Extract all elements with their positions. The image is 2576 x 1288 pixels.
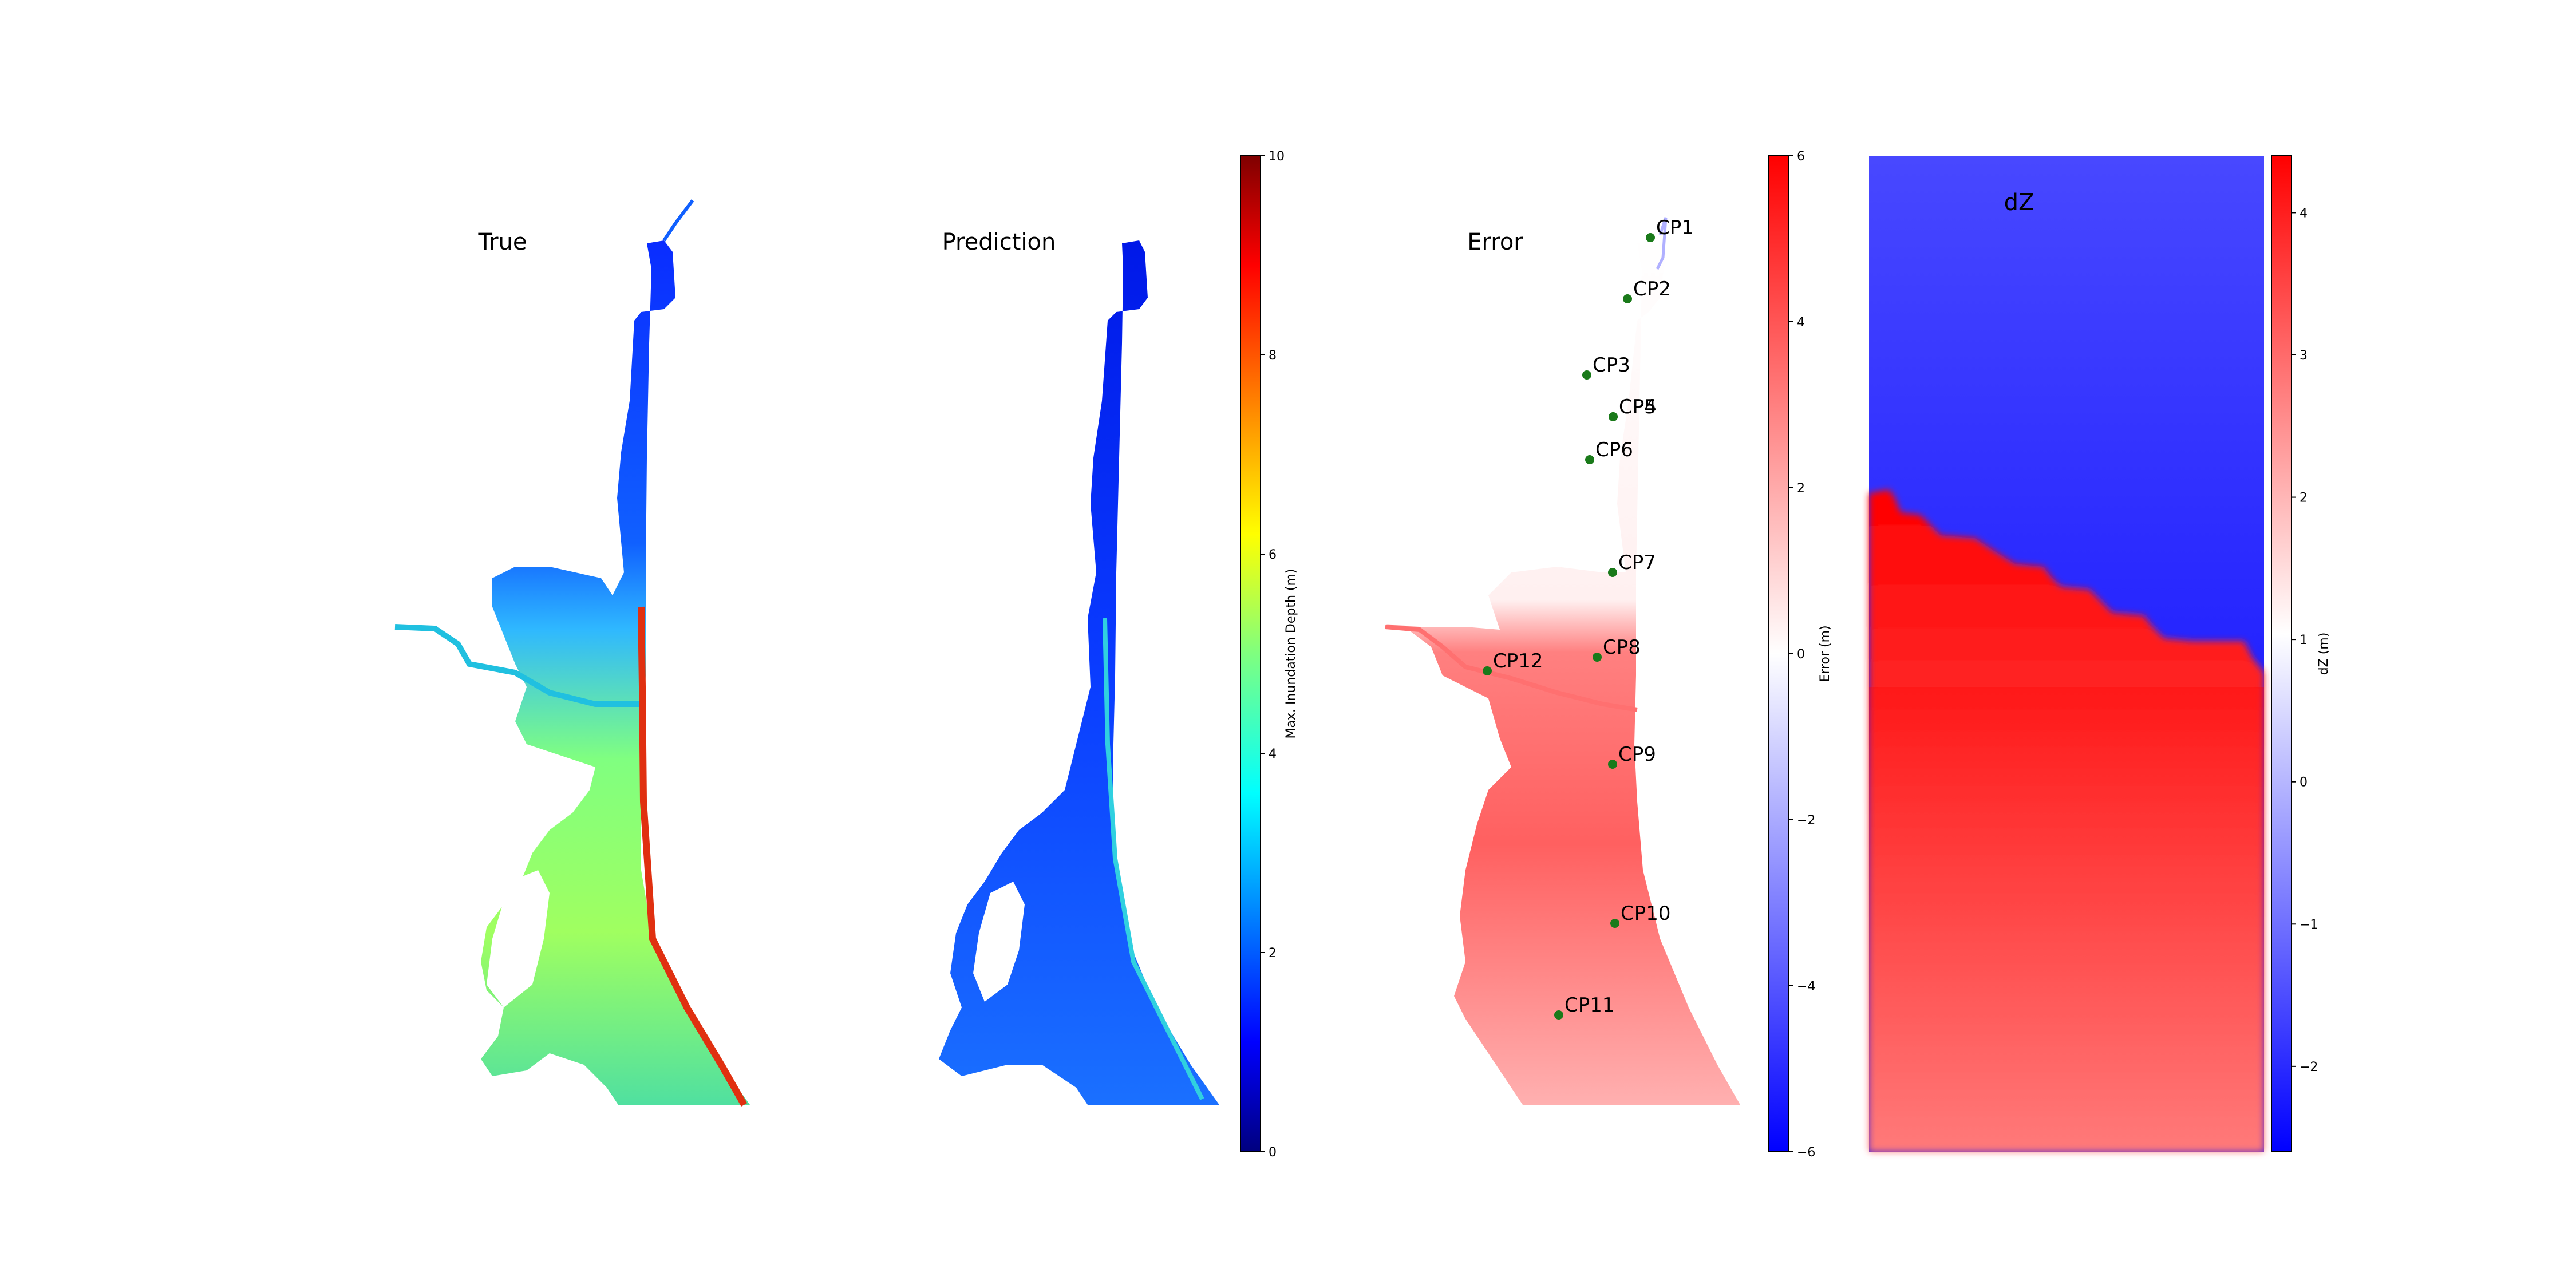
control-point-label: CP3	[1593, 354, 1630, 377]
colorbar-tick-label: 8	[1269, 349, 1277, 363]
colorbar-dz-ticks: −2 −1 0 1 2 3 4	[2291, 206, 2318, 1074]
panel-title-dz: dZ	[2004, 189, 2034, 216]
control-point-label: CP6	[1595, 438, 1633, 461]
colorbar-error-label: Error (m)	[1818, 625, 1832, 682]
colorbar-tick-label: 0	[1797, 647, 1805, 662]
colorbar-tick-label: 0	[1269, 1145, 1277, 1160]
colorbar-tick-label: 6	[1269, 548, 1277, 562]
control-point-label: CP10	[1621, 902, 1671, 925]
control-point-label: CP2	[1633, 278, 1671, 301]
colorbar-depth-bar	[1240, 155, 1261, 1152]
control-point-label: CP5	[1619, 396, 1657, 418]
control-point-label: CP7	[1618, 551, 1656, 574]
control-point-marker	[1646, 233, 1655, 242]
colorbar-tick-label: −2	[1797, 813, 1815, 828]
colorbar-dz-bar	[2271, 155, 2292, 1152]
colorbar-tick-label: −2	[2300, 1060, 2318, 1074]
control-point-label: CP8	[1603, 636, 1641, 659]
colorbar-tick-label: 4	[1269, 747, 1277, 761]
colorbar-tick-label: −4	[1797, 979, 1815, 994]
control-point-marker	[1554, 1010, 1563, 1020]
control-point-marker	[1593, 653, 1602, 662]
control-point-marker	[1585, 455, 1594, 464]
colorbar-dz: −2 −1 0 1 2 3 4 dZ (m)	[2271, 155, 2331, 1152]
true-coastal-high-band	[638, 606, 748, 1107]
colorbar-dz-label: dZ (m)	[2317, 633, 2331, 675]
panel-true: True	[394, 199, 750, 1107]
error-river	[1656, 217, 1668, 270]
true-river-channel	[662, 199, 694, 242]
colorbar-tick-label: 2	[2300, 491, 2308, 505]
colorbar-tick-label: −1	[2300, 918, 2318, 932]
true-estuary-channel	[394, 624, 641, 707]
colorbar-error-bar	[1768, 155, 1789, 1152]
colorbar-tick-label: 3	[2300, 349, 2308, 363]
colorbar-error: −6 −4 −2 0 2 4 6 Error (m)	[1768, 149, 1832, 1160]
colorbar-tick-label: 4	[2300, 206, 2308, 220]
colorbar-tick-label: 2	[1797, 481, 1805, 496]
panel-title-prediction: Prediction	[942, 229, 1056, 255]
true-dry-pocket	[487, 870, 550, 1008]
error-map	[1385, 235, 1740, 1105]
colorbar-depth-ticks: 0 2 4 6 8 10	[1261, 149, 1285, 1160]
panel-prediction: Prediction	[939, 229, 1219, 1105]
colorbar-tick-label: −6	[1797, 1145, 1815, 1160]
colorbar-depth-label: Max. Inundation Depth (m)	[1284, 569, 1298, 739]
true-inundation-map	[481, 240, 750, 1105]
prediction-coastal-band	[1103, 618, 1204, 1100]
colorbar-tick-label: 2	[1269, 946, 1277, 961]
colorbar-depth: 0 2 4 6 8 10 Max. Inundation Depth (m)	[1240, 149, 1298, 1160]
control-point-label: CP1	[1656, 216, 1694, 239]
panel-dz: dZ	[1869, 156, 2264, 1152]
panel-title-true: True	[478, 229, 527, 255]
panel-title-error: Error	[1467, 229, 1523, 255]
control-point-marker	[1608, 568, 1617, 577]
control-point-marker	[1610, 919, 1619, 928]
control-point-marker	[1623, 294, 1632, 303]
control-point-label: CP4	[1619, 396, 1657, 418]
colorbar-error-ticks: −6 −4 −2 0 2 4 6	[1789, 149, 1815, 1160]
control-point-marker	[1483, 666, 1492, 675]
dz-field-red-bottom	[1869, 687, 2264, 1152]
control-point-marker	[1582, 370, 1591, 380]
colorbar-tick-label: 6	[1797, 149, 1805, 164]
colorbar-tick-label: 4	[1797, 315, 1805, 330]
control-point-marker	[1609, 412, 1618, 421]
control-point-label: CP11	[1564, 994, 1615, 1017]
control-point-label: CP12	[1493, 650, 1543, 673]
colorbar-tick-label: 10	[1269, 149, 1285, 164]
prediction-dry-pocket	[973, 882, 1025, 1002]
control-point-marker	[1608, 760, 1617, 769]
control-point-label: CP9	[1618, 743, 1656, 766]
colorbar-tick-label: 1	[2300, 633, 2308, 647]
colorbar-tick-label: 0	[2300, 776, 2308, 790]
panel-error: Error CP1CP2CP3CP4CP5CP6CP7CP8CP9CP10CP1…	[1385, 216, 1740, 1105]
